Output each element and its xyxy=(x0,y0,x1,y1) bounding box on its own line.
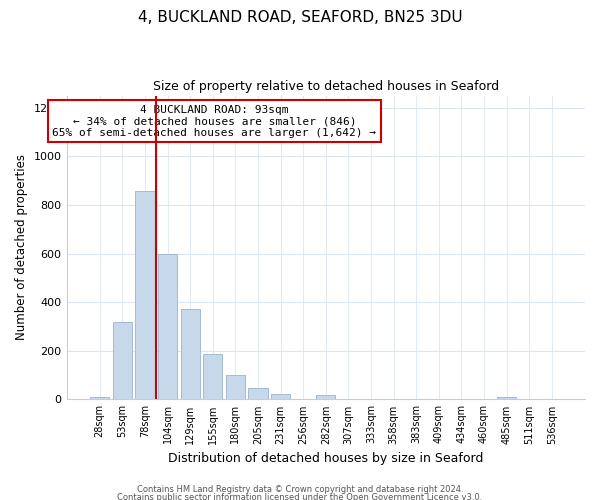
Text: Contains public sector information licensed under the Open Government Licence v3: Contains public sector information licen… xyxy=(118,492,482,500)
Bar xyxy=(497,396,516,400)
Bar xyxy=(316,395,335,400)
Bar xyxy=(136,191,155,400)
Y-axis label: Number of detached properties: Number of detached properties xyxy=(15,154,28,340)
Text: 4 BUCKLAND ROAD: 93sqm
← 34% of detached houses are smaller (846)
65% of semi-de: 4 BUCKLAND ROAD: 93sqm ← 34% of detached… xyxy=(52,104,376,138)
Bar xyxy=(90,396,109,400)
Bar xyxy=(181,310,200,400)
Bar xyxy=(203,354,223,400)
Text: Contains HM Land Registry data © Crown copyright and database right 2024.: Contains HM Land Registry data © Crown c… xyxy=(137,486,463,494)
X-axis label: Distribution of detached houses by size in Seaford: Distribution of detached houses by size … xyxy=(168,452,484,465)
Bar xyxy=(248,388,268,400)
Bar xyxy=(226,374,245,400)
Bar xyxy=(271,394,290,400)
Bar xyxy=(158,254,177,400)
Bar xyxy=(113,322,132,400)
Title: Size of property relative to detached houses in Seaford: Size of property relative to detached ho… xyxy=(153,80,499,93)
Text: 4, BUCKLAND ROAD, SEAFORD, BN25 3DU: 4, BUCKLAND ROAD, SEAFORD, BN25 3DU xyxy=(137,10,463,25)
